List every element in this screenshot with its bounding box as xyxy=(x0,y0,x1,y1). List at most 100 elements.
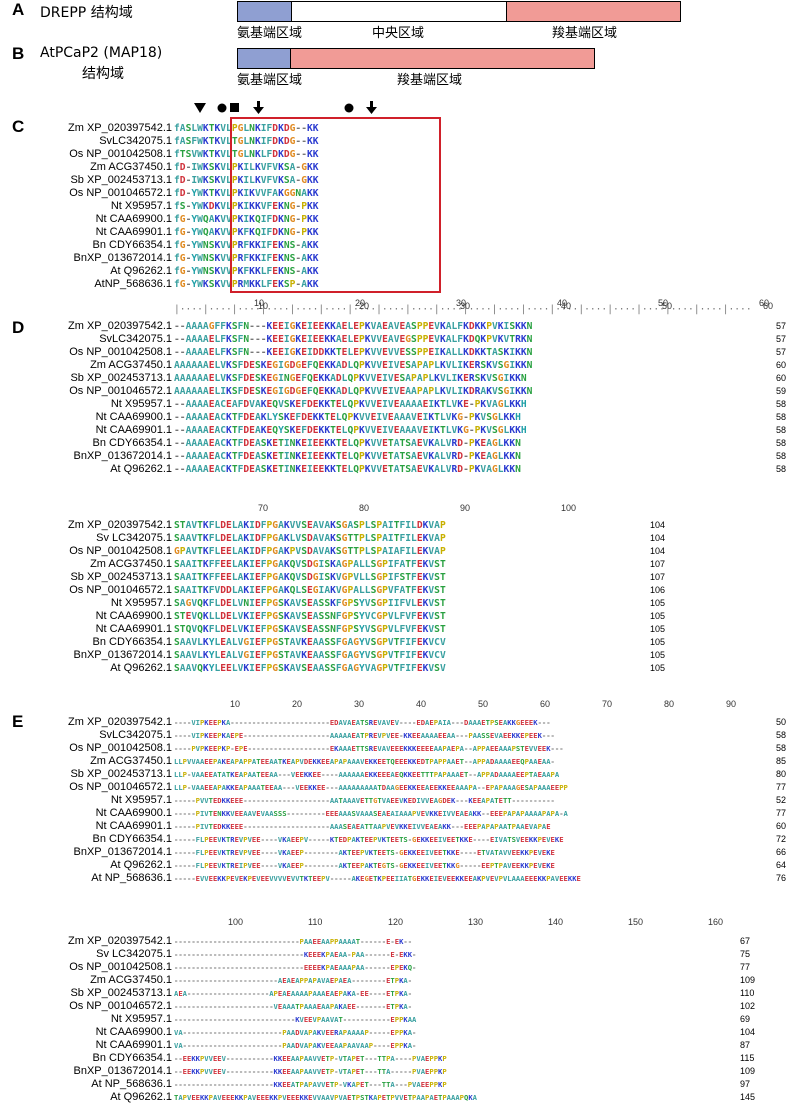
sequence-name: Sb XP_002453713.1 xyxy=(70,987,172,999)
sequence-length: 145 xyxy=(740,1092,756,1102)
sequence-name: BnXP_013672014.1 xyxy=(73,252,172,264)
sequence-name: At Q96262.1 xyxy=(110,859,172,871)
sequence-row: ------------------------AEAEAPPAPAVAEPAE… xyxy=(174,976,413,985)
sequence-length: 105 xyxy=(650,611,666,621)
panel-c-ruler: |····|····|····|····|····|····|····|····… xyxy=(174,304,752,315)
sequence-row: -----PIVTENKKVEEAAVEVAASSS---------EEEAA… xyxy=(174,809,568,818)
sequence-length: 58 xyxy=(776,464,787,474)
sequence-name: At Q96262.1 xyxy=(110,265,172,277)
ruler-tick-label: 50 xyxy=(662,301,673,311)
sequence-name: SvLC342075.1 xyxy=(99,729,172,741)
sequence-row: --EEKKPVVEEV-----------KKEEAAPAAVVETP-VT… xyxy=(174,1067,447,1076)
sequence-row: ----VIPKEEPKAEPE--------------------AAAA… xyxy=(174,731,555,740)
ruler-tick-label: 40 xyxy=(557,298,568,308)
sequence-length: 57 xyxy=(776,347,787,357)
ruler-tick-label: 60 xyxy=(540,699,551,709)
sequence-name: Os NP_001046572.1 xyxy=(69,187,172,199)
sequence-row: SAAVLKYLEALVGIEFPGSTAVKEAASSFGAGYVSGPVTF… xyxy=(174,650,446,661)
panel-c-sequences: fASLWKTKVLPGLNKIFDKDG--KK fASFWKTKVLTGLNK… xyxy=(174,122,319,291)
sequence-row: AEA-------------------APEAEAAAAPAAAEAEPA… xyxy=(174,989,413,998)
alignment-markers xyxy=(194,101,377,114)
panel-c-letter: C xyxy=(12,117,25,136)
drepp-central-segment xyxy=(291,2,506,21)
sequence-name: Os NP_001042508.1 xyxy=(69,148,172,160)
sequence-length: 52 xyxy=(776,795,787,805)
sequence-row: --AAAAGFFKSFN---KEEIGKEIEEKKAELEPKVAEAVE… xyxy=(174,321,533,332)
sequence-row: SAAVQKYLEELVKIEFPGSKAVSEAASSFGAGYVAGPVTF… xyxy=(174,663,446,674)
sequence-row: --EEKKPVVEEV-----------KKEEAAPAAVVETP-VT… xyxy=(174,1054,447,1063)
sequence-length: 105 xyxy=(650,598,666,608)
sequence-name: Nt CAA69900.1 xyxy=(95,1026,172,1038)
sequence-row: SAAVLKYLEALVGIEFPGSTAVKEAASSFGAGYVSGPVTF… xyxy=(174,637,446,648)
sequence-name: Zm ACG37450.1 xyxy=(90,974,172,986)
sequence-name: Zm ACG37450.1 xyxy=(90,558,172,570)
sequence-row: LLP-VAAEEAPAKKEAPAAATEEAA---VEEKKEE---AA… xyxy=(174,783,568,792)
sequence-row: -----------------------------PAAEEAAPPAA… xyxy=(174,937,413,946)
sequence-row: -----PIVTEDKKEEE--------------------AAAS… xyxy=(174,822,551,831)
sequence-name: Bn CDY66354.1 xyxy=(92,636,173,648)
panel-e-block2-names: Zm XP_020397542.1 Sv LC342075.1 Os NP_0010… xyxy=(20,935,172,1104)
sequence-row: LLP-VAAEEATATKEAPAATEEAA---VEEKKEE----AA… xyxy=(174,770,560,779)
circle-marker xyxy=(217,103,227,113)
sequence-length: 104 xyxy=(650,533,666,543)
sequence-length: 105 xyxy=(650,624,666,634)
sequence-length: 80 xyxy=(776,769,787,779)
sequence-name: Nt CAA69900.1 xyxy=(95,610,172,622)
sequence-row: fD-YWKTKVLPKIKVVFAKGGNAKK xyxy=(174,188,319,199)
sequence-name: BnXP_013672014.1 xyxy=(73,846,172,858)
sequence-length: 58 xyxy=(776,412,787,422)
sequence-name: AtNP_568636.1 xyxy=(94,278,172,290)
ruler-tick-label: 60 xyxy=(763,301,774,311)
sequence-length: 109 xyxy=(740,975,756,985)
sequence-row: fG-YWQAKVVPKIKQIFDKNG-PKK xyxy=(174,214,319,225)
sequence-length: 77 xyxy=(740,962,751,972)
sequence-row: --AAAAEACEAFDVAKEQVSKEFDEKKTELQPKVVEIVEA… xyxy=(174,399,527,410)
panel-e-block1-names: Zm XP_020397542.1 SvLC342075.1 Os NP_00104… xyxy=(20,716,172,885)
sequence-name: BnXP_013672014.1 xyxy=(73,1065,172,1077)
sequence-name: Nt CAA69901.1 xyxy=(95,424,172,436)
ruler-tick-label: 90 xyxy=(726,699,737,709)
ruler-tick-label: 90 xyxy=(460,503,471,513)
sequence-row: fS-YWKDKVLPKIKKVFEKNG-PKK xyxy=(174,201,319,212)
sequence-name: Zm XP_020397542.1 xyxy=(68,935,172,947)
sequence-length: 105 xyxy=(650,650,666,660)
square-marker xyxy=(230,103,239,112)
sequence-name: Zm XP_020397542.1 xyxy=(68,519,172,531)
sequence-name: Nt X95957.1 xyxy=(110,1013,172,1025)
map18-c-terminal-label: 羧基端区域 xyxy=(397,73,463,88)
sequence-length: 58 xyxy=(776,743,787,753)
arrow-marker xyxy=(253,101,264,114)
drepp-central-label: 中央区域 xyxy=(372,26,425,41)
sequence-length: 58 xyxy=(776,425,787,435)
ruler-tick-label: 80 xyxy=(664,699,675,709)
sequence-row: SAAITKFFEELAKIEFPGAKQVSDGISKVGPVLLSGPIFS… xyxy=(174,572,446,583)
panel-d-block1-sequences: --AAAAGFFKSFN---KEEIGKEIEEKKAELEPKVAEAVE… xyxy=(174,320,532,476)
sequence-row: fTSVWKTKVLTGLNKLFDKDG--KK xyxy=(174,149,319,160)
sequence-length: 60 xyxy=(776,373,787,383)
sequence-length: 75 xyxy=(740,949,751,959)
sequence-name: Sb XP_002453713.1 xyxy=(70,571,172,583)
sequence-name: Os NP_001042508.1 xyxy=(69,742,172,754)
ruler-tick-label: 40 xyxy=(561,301,572,311)
map18-n-terminal-label: 氨基端区域 xyxy=(237,73,303,88)
ruler-tick-label: 70 xyxy=(258,503,269,513)
ruler-tick-label: 50 xyxy=(658,298,669,308)
sequence-length: 59 xyxy=(776,386,787,396)
ruler-tick-label: 10 xyxy=(258,301,269,311)
ruler-tick-label: 30 xyxy=(460,301,471,311)
sequence-name: Nt CAA69901.1 xyxy=(95,1039,172,1051)
panel-e-block2-sequences: -----------------------------PAAEEAAPPAA… xyxy=(174,935,477,1104)
sequence-length: 104 xyxy=(650,520,666,530)
sequence-name: At NP_568636.1 xyxy=(91,872,172,884)
panel-d-block2-counts: 104 104 104 107 107 106 105 105 105 105 105 105 xyxy=(650,519,665,675)
sequence-length: 60 xyxy=(776,821,787,831)
drepp-c-terminal-segment xyxy=(506,2,680,21)
sequence-name: Os NP_001042508.1 xyxy=(69,346,172,358)
drepp-c-terminal-label: 羧基端区域 xyxy=(552,26,618,41)
sequence-length: 58 xyxy=(776,438,787,448)
sequence-row: fASFWKTKVLTGLNKIFDKDG--KK xyxy=(174,136,319,147)
sequence-name: Nt CAA69901.1 xyxy=(95,226,172,238)
sequence-name: Zm XP_020397542.1 xyxy=(68,122,172,134)
sequence-length: 58 xyxy=(776,399,787,409)
sequence-row: SAAITKFVDDLAKIEFPGAKQLSEGIAKVGPALLSGPVFA… xyxy=(174,585,446,596)
